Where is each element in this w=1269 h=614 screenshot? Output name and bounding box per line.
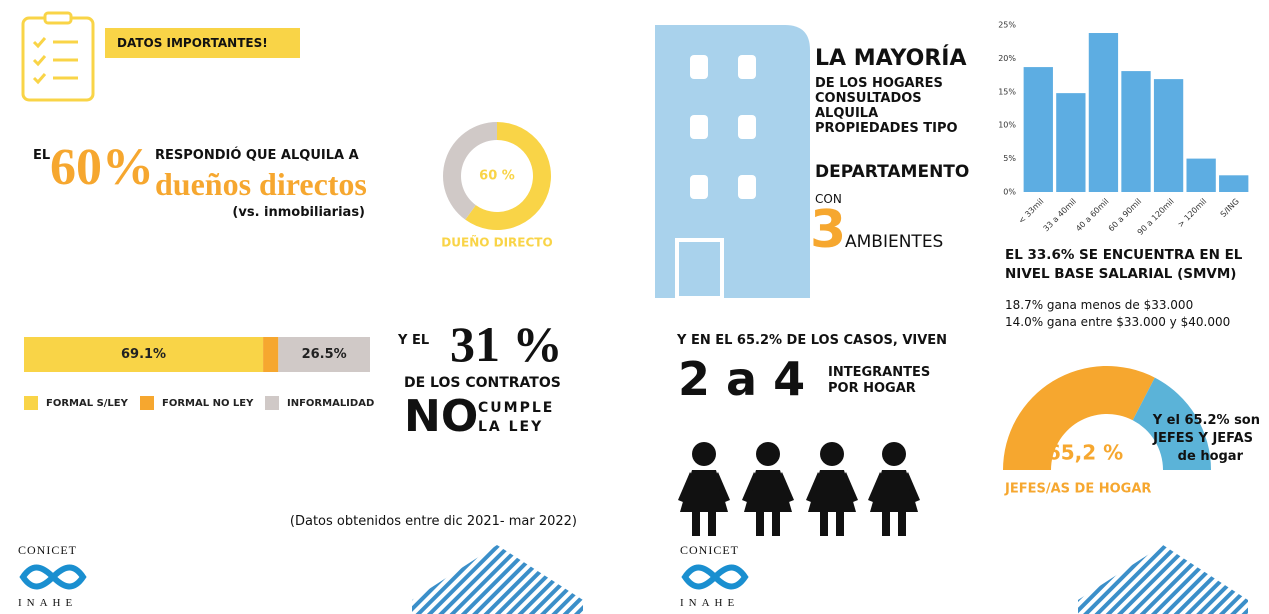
bar	[1024, 67, 1053, 192]
people-icons	[676, 440, 926, 540]
y-tick-label: 5%	[1003, 154, 1016, 163]
text: AMBIENTES	[845, 232, 943, 252]
text: Y EN EL 65.2% DE LOS CASOS, VIVEN	[677, 333, 947, 348]
y-tick-label: 20%	[998, 54, 1016, 63]
y-tick-label: 10%	[998, 121, 1016, 130]
building-icon	[655, 25, 815, 300]
bar	[1186, 159, 1215, 192]
bar	[1121, 71, 1150, 192]
text: DE LOS HOGARES CONSULTADOS ALQUILA PROPI…	[815, 76, 960, 136]
y-tick-label: 0%	[1003, 188, 1016, 197]
bar	[1056, 93, 1085, 192]
big-number: 2 a 4	[678, 352, 805, 406]
infographic: DATOS IMPORTANTES! EL 60% RESPONDIÓ QUE …	[0, 0, 1269, 614]
text: JEFES Y JEFAS	[1110, 431, 1253, 446]
text: 14.0% gana entre $33.000 y $40.000	[1005, 315, 1230, 329]
text: INTEGRANTES POR HOGAR	[828, 365, 938, 397]
category-label: JEFES/AS DE HOGAR	[1004, 482, 1151, 497]
text: DEPARTAMENTO	[815, 162, 969, 182]
y-tick-label: 15%	[998, 87, 1016, 96]
bar	[1219, 175, 1248, 192]
big-number: 3	[810, 200, 846, 260]
text: 18.7% gana menos de $33.000	[1005, 298, 1193, 312]
text: Y el 65.2% son	[1110, 413, 1260, 428]
y-tick-label: 25%	[998, 21, 1016, 30]
bar	[1154, 79, 1183, 192]
text: de hogar	[1110, 449, 1243, 464]
bar	[1089, 33, 1118, 192]
gauge-chart: 65,2 %JEFES/AS DE HOGAR	[0, 0, 1, 1]
text: EL 33.6% SE ENCUENTRA EN EL NIVEL BASE S…	[1005, 246, 1255, 284]
heading: LA MAYORÍA	[815, 46, 967, 71]
